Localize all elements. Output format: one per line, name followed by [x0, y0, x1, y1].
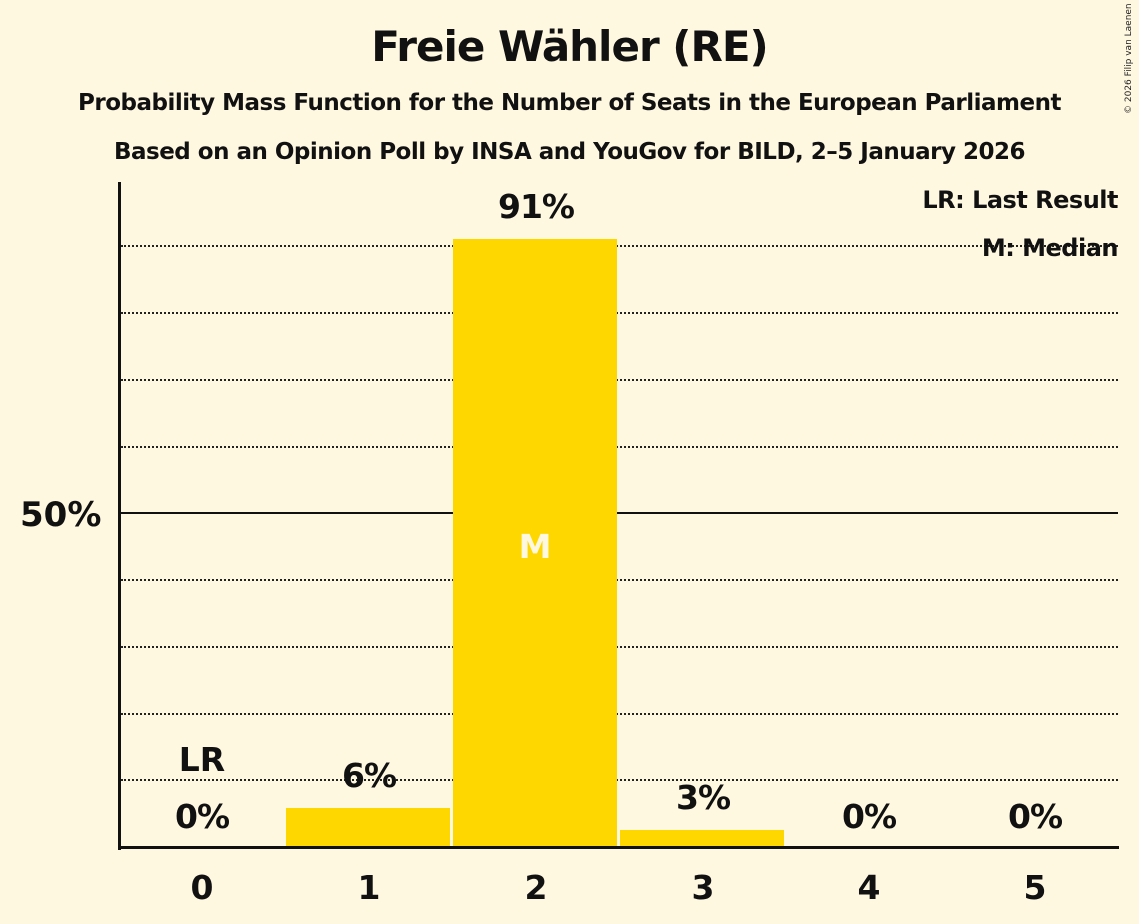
- x-tick-2: 2: [524, 868, 548, 907]
- value-label-1: 6%: [341, 756, 397, 795]
- chart-subtitle: Probability Mass Function for the Number…: [78, 90, 1061, 116]
- x-tick-0: 0: [190, 868, 214, 907]
- gridline-80: [121, 312, 1118, 314]
- x-tick-4: 4: [857, 868, 881, 907]
- gridline-60: [121, 446, 1118, 448]
- y-axis: [118, 182, 121, 850]
- bar-2-seats: [453, 239, 617, 848]
- x-axis: [118, 846, 1119, 849]
- x-tick-5: 5: [1023, 868, 1047, 907]
- value-label-3: 3%: [675, 778, 731, 817]
- gridline-40: [121, 579, 1118, 581]
- value-label-5: 0%: [1007, 797, 1063, 836]
- chart-title: Freie Wähler (RE): [371, 22, 768, 71]
- gridline-20: [121, 713, 1118, 715]
- x-tick-3: 3: [691, 868, 715, 907]
- bar-3-seats: [620, 830, 784, 848]
- last-result-marker: LR: [178, 740, 226, 779]
- bar-1-seat: [286, 808, 450, 848]
- copyright-notice: © 2026 Filip van Laenen: [1124, 3, 1136, 114]
- gridline-70: [121, 379, 1118, 381]
- gridline-50: [121, 512, 1118, 514]
- legend-median: M: Median: [981, 234, 1119, 262]
- y-tick-50: 50%: [20, 495, 102, 535]
- legend-last-result: LR: Last Result: [922, 186, 1118, 214]
- value-label-4: 0%: [841, 797, 897, 836]
- value-label-0: 0%: [174, 797, 230, 836]
- copyright-text: © 2026 Filip van Laenen: [1124, 3, 1134, 114]
- value-label-2: 91%: [498, 187, 575, 226]
- chart-source: Based on an Opinion Poll by INSA and You…: [113, 139, 1026, 165]
- x-tick-1: 1: [357, 868, 381, 907]
- median-marker: M: [518, 527, 552, 566]
- gridline-10: [121, 779, 1118, 781]
- gridline-30: [121, 646, 1118, 648]
- gridline-90: [121, 245, 1118, 247]
